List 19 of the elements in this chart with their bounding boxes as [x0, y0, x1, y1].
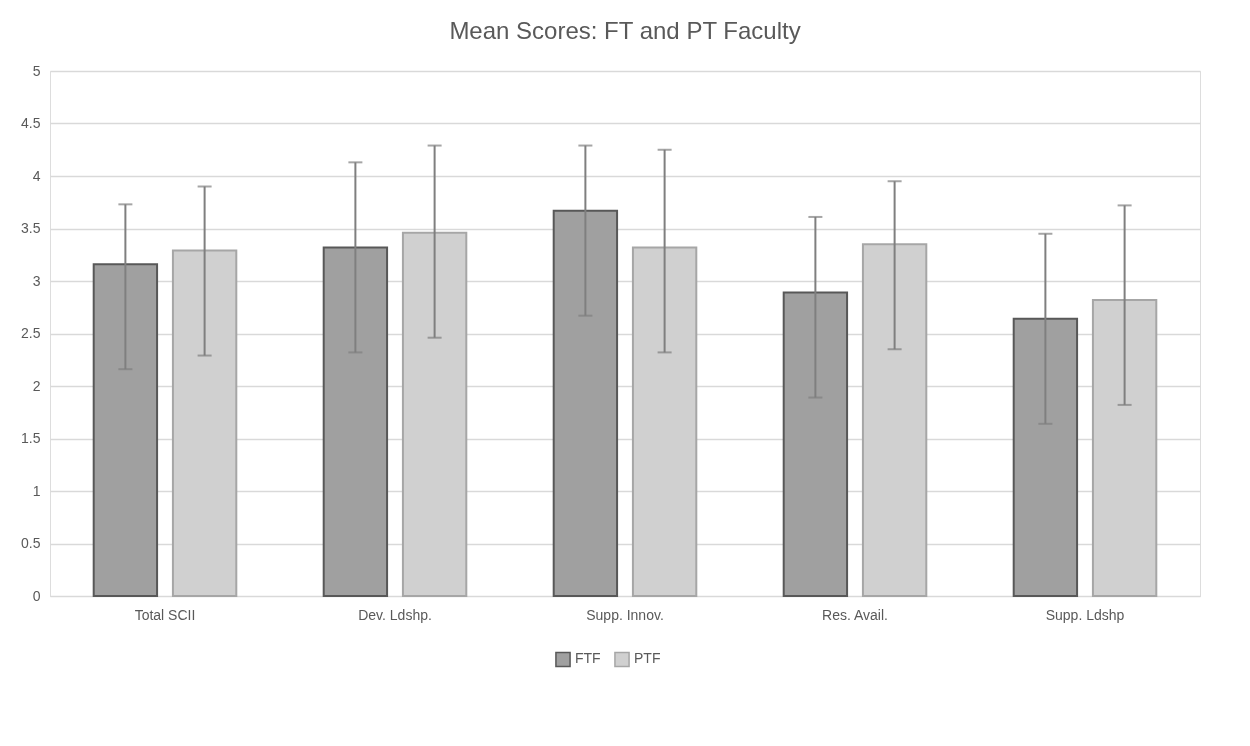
y-tick-label: 2: [32, 377, 41, 394]
x-tick-label: Res. Avail.: [822, 606, 888, 623]
x-tick-label: Dev. Ldshp.: [358, 606, 432, 623]
y-tick-label: 4.5: [21, 115, 41, 131]
y-tick-label: 0: [32, 587, 41, 604]
chart-title: Mean Scores: FT and PT Faculty: [449, 17, 801, 44]
legend-label: PTF: [634, 650, 661, 667]
y-tick-label: 3.5: [21, 220, 41, 236]
x-tick-label: Supp. Ldshp: [1045, 606, 1125, 623]
x-tick-label: Total SCII: [134, 606, 196, 623]
x-tick-label: Supp. Innov.: [586, 606, 664, 623]
y-tick-label: 5: [32, 62, 41, 79]
y-tick-label: 1: [32, 482, 41, 499]
y-tick-label: 4: [32, 167, 41, 184]
legend-label: FTF: [575, 650, 601, 667]
y-tick-label: 2.5: [21, 325, 41, 341]
y-tick-label: 1.5: [21, 430, 41, 446]
y-tick-label: 3: [32, 272, 41, 289]
y-tick-label: 0.5: [21, 535, 41, 551]
